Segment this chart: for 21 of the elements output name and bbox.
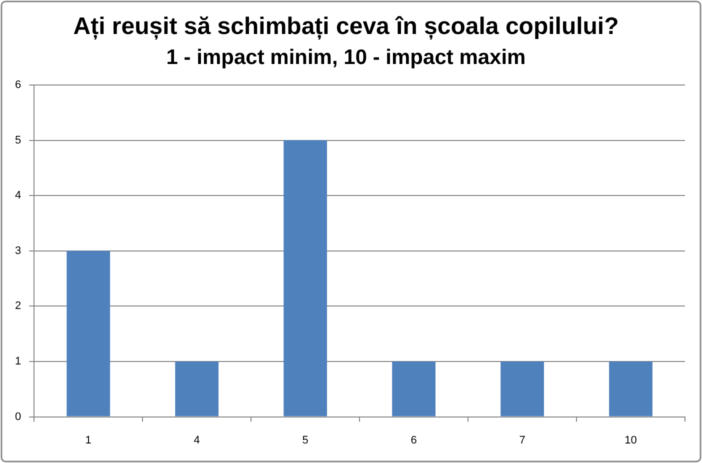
bar xyxy=(284,140,328,416)
y-tick-label: 6 xyxy=(14,79,22,92)
chart-title: Ați reușit să schimbați ceva în școala copilului? xyxy=(73,13,619,40)
chart-subtitle: 1 - impact minim, 10 - impact maxim xyxy=(166,46,526,70)
bar xyxy=(66,250,110,416)
bar xyxy=(392,362,436,416)
y-tick-label: 3 xyxy=(14,244,22,257)
x-tick-label: 1 xyxy=(85,434,92,446)
y-tick-label: 4 xyxy=(14,190,22,202)
bar xyxy=(609,362,652,416)
bar xyxy=(500,362,544,416)
bar xyxy=(175,362,219,416)
x-tick-label: 4 xyxy=(194,434,200,446)
x-tick-label: 10 xyxy=(624,434,637,446)
x-tick-label: 6 xyxy=(410,434,417,446)
y-tick-label: 2 xyxy=(14,300,22,312)
x-tick-label: 7 xyxy=(519,434,526,446)
y-tick-label: 1 xyxy=(14,356,22,368)
y-tick-label: 0 xyxy=(14,410,22,423)
x-tick-label: 5 xyxy=(302,434,308,446)
y-tick-label: 5 xyxy=(14,134,22,146)
